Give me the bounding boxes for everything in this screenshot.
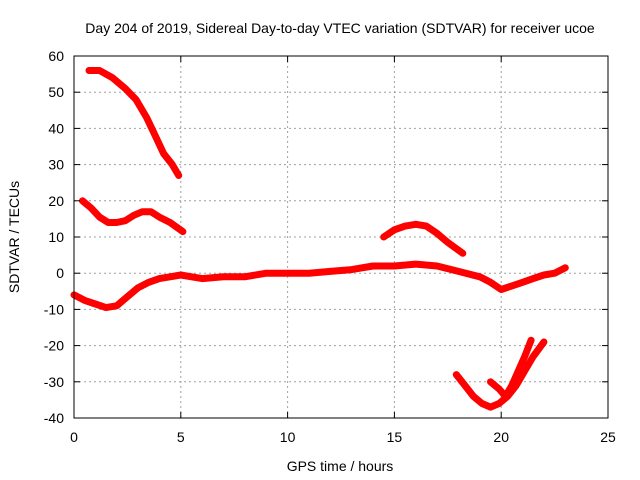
x-tick-label: 10 [280, 429, 296, 445]
x-axis-label: GPS time / hours [287, 458, 394, 474]
series-arc-6 [487, 336, 535, 400]
chart-title: Day 204 of 2019, Sidereal Day-to-day VTE… [85, 20, 595, 36]
y-tick-label: 30 [48, 157, 64, 173]
series-arc-5 [452, 338, 548, 411]
y-tick-label: -20 [44, 338, 64, 354]
y-tick-label: 20 [48, 193, 64, 209]
x-tick-label: 20 [493, 429, 509, 445]
y-tick-label: 40 [48, 120, 64, 136]
series-arc-4 [380, 220, 467, 257]
x-tick-label: 0 [70, 429, 78, 445]
y-tick-label: 50 [48, 84, 64, 100]
y-axis: -40 -30 -20 -10 0 10 20 30 40 50 60 [44, 48, 608, 426]
y-tick-label: 10 [48, 229, 64, 245]
series-arc-3 [70, 260, 569, 312]
y-tick-label: -30 [44, 374, 64, 390]
y-tick-label: -10 [44, 301, 64, 317]
x-axis: 0 5 10 15 20 25 [70, 56, 616, 445]
series-arc-1 [85, 67, 183, 179]
x-tick-label: 5 [177, 429, 185, 445]
y-tick-label: -40 [44, 410, 64, 426]
x-tick-label: 25 [600, 429, 616, 445]
grid [74, 56, 608, 418]
series-group [70, 67, 569, 411]
x-tick-label: 15 [387, 429, 403, 445]
y-tick-label: 60 [48, 48, 64, 64]
series-arc-2 [79, 197, 187, 236]
y-tick-label: 0 [56, 265, 64, 281]
y-axis-label: SDTVAR / TECUs [6, 181, 22, 293]
